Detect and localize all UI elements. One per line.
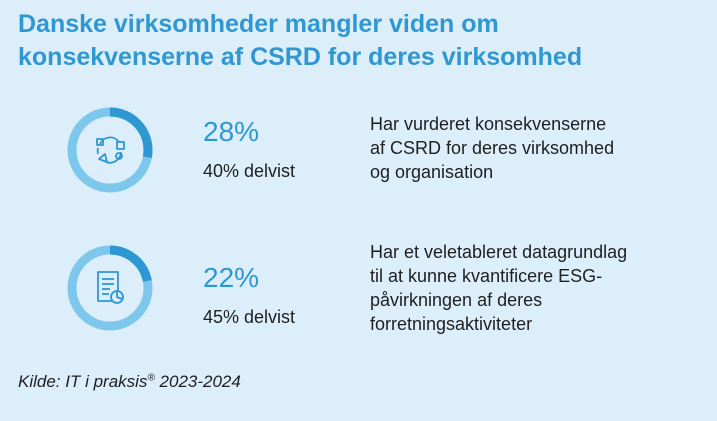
donut-svg-1: [67, 107, 153, 193]
document-chart-icon: [97, 271, 124, 304]
donut-svg-2: [67, 245, 153, 331]
source-years: 2023-2024: [154, 372, 241, 391]
stat-block-1: 28% 40% delvist Har vurderet konsekvense…: [0, 104, 717, 244]
stat-block-2: 22% 45% delvist Har et veletableret data…: [0, 242, 717, 382]
source-prefix: Kilde: IT i praksis: [18, 372, 148, 391]
donut-ring-1: [64, 104, 156, 196]
donut-ring-2: [64, 242, 156, 334]
description-2: Har et veletableret datagrundlag til at …: [370, 242, 628, 334]
chart-title: Danske virksomheder mangler viden om kon…: [18, 10, 583, 71]
donut-value-arc-1: [67, 107, 153, 193]
source-note: Kilde: IT i praksis® 2023-2024: [18, 372, 241, 392]
partial-label-2: 45% delvist: [203, 307, 296, 327]
partial-label-1: 40% delvist: [203, 161, 296, 181]
value-label-1: 28%: [203, 116, 260, 147]
value-label-2: 22%: [203, 262, 260, 293]
donut-value-arc-2: [67, 245, 153, 331]
process-cycle-icon: [96, 136, 125, 164]
description-1: Har vurderet konsekvenserne af CSRD for …: [370, 114, 615, 182]
registered-mark: ®: [147, 372, 155, 384]
